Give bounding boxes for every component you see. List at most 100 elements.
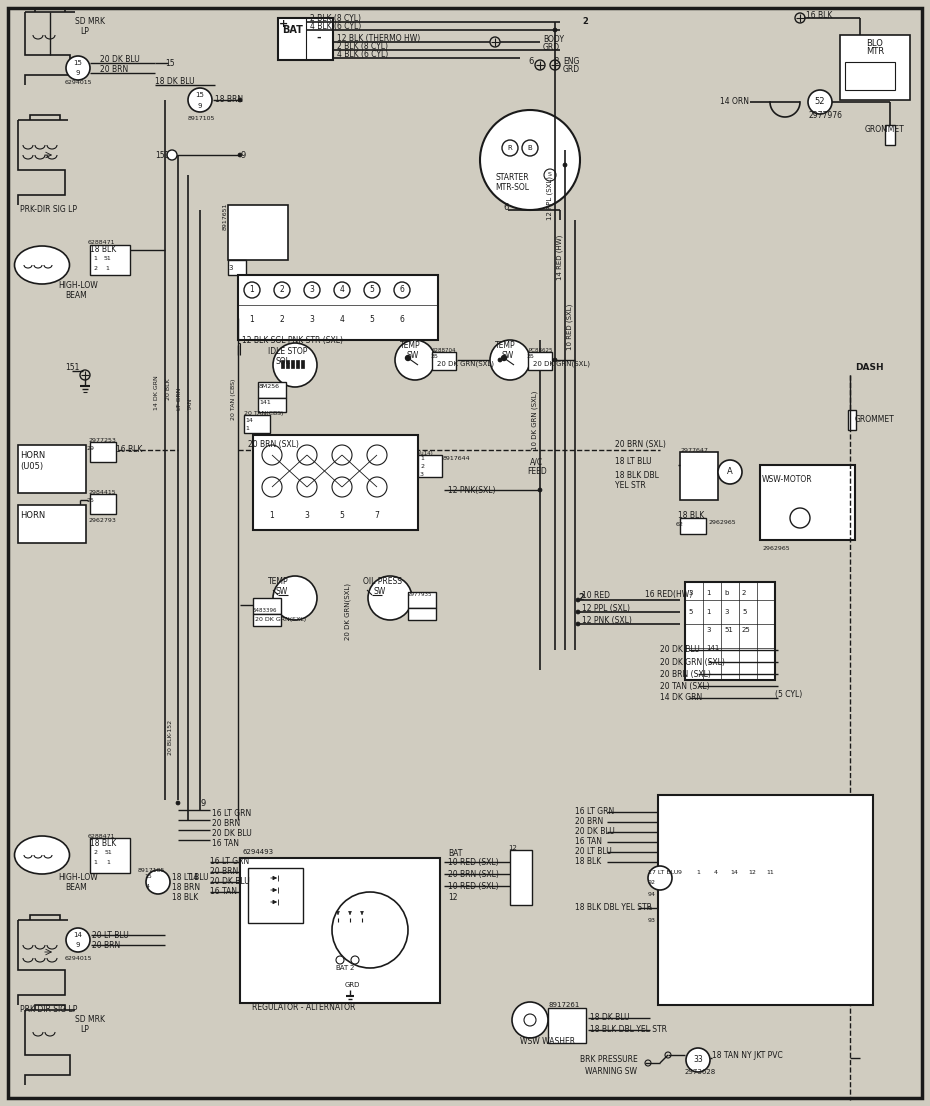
Text: BRK PRESSURE: BRK PRESSURE [580,1055,638,1064]
Circle shape [367,477,387,497]
Text: 20 DK BLU: 20 DK BLU [660,646,699,655]
Circle shape [364,282,380,298]
Text: 1: 1 [249,315,255,324]
Bar [296,359,299,368]
Bar [760,465,855,540]
Bar [680,518,706,534]
Text: (U05): (U05) [20,462,43,471]
Text: 9: 9 [198,103,202,109]
Bar [548,1008,586,1043]
Text: 18 BRN: 18 BRN [215,95,243,104]
Text: 2962965: 2962965 [762,545,790,551]
Bar [291,359,294,368]
Text: 20 DK BLU: 20 DK BLU [575,827,615,836]
Text: B: B [527,145,532,152]
Text: 18 BLK DBL YEL STR: 18 BLK DBL YEL STR [590,1025,667,1034]
Text: 6: 6 [503,204,509,212]
Circle shape [332,445,352,465]
Text: 2984415: 2984415 [88,490,115,494]
Bar [258,382,286,398]
Text: 20 DK GRN (SXL): 20 DK GRN (SXL) [660,657,724,667]
Text: 3: 3 [310,285,314,294]
Text: LT GRN: LT GRN [177,387,181,410]
Circle shape [576,598,580,602]
Text: SW: SW [275,587,287,596]
Text: 20 BRN: 20 BRN [212,818,240,827]
Bar [240,858,440,1003]
Text: 94: 94 [648,893,656,897]
Bar [848,410,856,430]
Text: 141: 141 [706,645,720,651]
Text: PRK-DIR SIG LP: PRK-DIR SIG LP [20,206,77,215]
Circle shape [524,1014,536,1026]
Text: 93: 93 [648,918,656,922]
Circle shape [80,371,90,380]
Text: 6294015: 6294015 [65,80,92,84]
Circle shape [538,488,542,492]
Text: 18 BLK: 18 BLK [575,857,602,866]
Text: 9: 9 [200,799,206,807]
Text: GROMMET: GROMMET [855,416,895,425]
Text: 51: 51 [104,849,112,855]
Bar [281,359,284,368]
Text: 5: 5 [742,609,747,615]
Text: 12 PNK(SXL): 12 PNK(SXL) [448,486,496,494]
Circle shape [718,460,742,484]
Circle shape [368,576,412,620]
Text: SW: SW [406,351,419,359]
Text: 2962965: 2962965 [708,521,736,525]
Text: 16 BLK: 16 BLK [116,446,142,455]
Text: 6288704: 6288704 [432,347,457,353]
Circle shape [502,140,518,156]
Text: STARTER: STARTER [495,174,528,182]
Text: 9: 9 [678,869,682,875]
Text: 5: 5 [339,511,344,520]
Text: HORN: HORN [20,450,46,459]
Circle shape [334,282,350,298]
Text: 18 LT BLU: 18 LT BLU [172,874,208,883]
Bar [840,35,910,100]
Text: 14: 14 [245,417,253,422]
Text: 14 DK GRN: 14 DK GRN [660,693,702,702]
Text: 20 BLK-152: 20 BLK-152 [167,720,172,755]
Text: DASH: DASH [855,364,884,373]
Text: 3: 3 [724,609,728,615]
Bar [228,205,288,260]
Circle shape [553,358,557,362]
Text: 5483396: 5483396 [253,607,277,613]
Ellipse shape [15,246,70,284]
Text: R: R [508,145,512,152]
Text: 20 LT BLU: 20 LT BLU [92,930,128,939]
Circle shape [686,1048,710,1072]
Bar [258,398,286,413]
Text: 12: 12 [448,894,458,902]
Circle shape [188,88,212,112]
Circle shape [576,611,580,614]
Text: +: + [279,19,288,29]
Bar [18,505,86,543]
Text: 25: 25 [86,498,94,502]
Circle shape [550,60,560,70]
Text: 15: 15 [144,875,152,879]
Circle shape [648,866,672,890]
Text: 3: 3 [304,511,310,520]
Circle shape [394,282,410,298]
Bar [90,838,130,873]
Text: 16 TAN: 16 TAN [210,887,237,897]
Text: GRD: GRD [543,42,560,52]
Circle shape [498,358,502,362]
Bar [228,260,246,275]
Circle shape [66,928,90,952]
Circle shape [790,508,810,528]
Text: 8917261: 8917261 [548,1002,579,1008]
Bar [90,494,116,514]
Text: 1: 1 [245,426,249,430]
Text: 1: 1 [696,869,700,875]
Text: 141: 141 [259,399,271,405]
Bar [253,435,418,530]
Text: 20 BRN: 20 BRN [92,940,120,949]
Text: 2: 2 [420,465,424,470]
Text: OIL PRESS: OIL PRESS [363,577,402,586]
Text: 2: 2 [578,594,584,603]
Text: TAN: TAN [188,398,193,410]
